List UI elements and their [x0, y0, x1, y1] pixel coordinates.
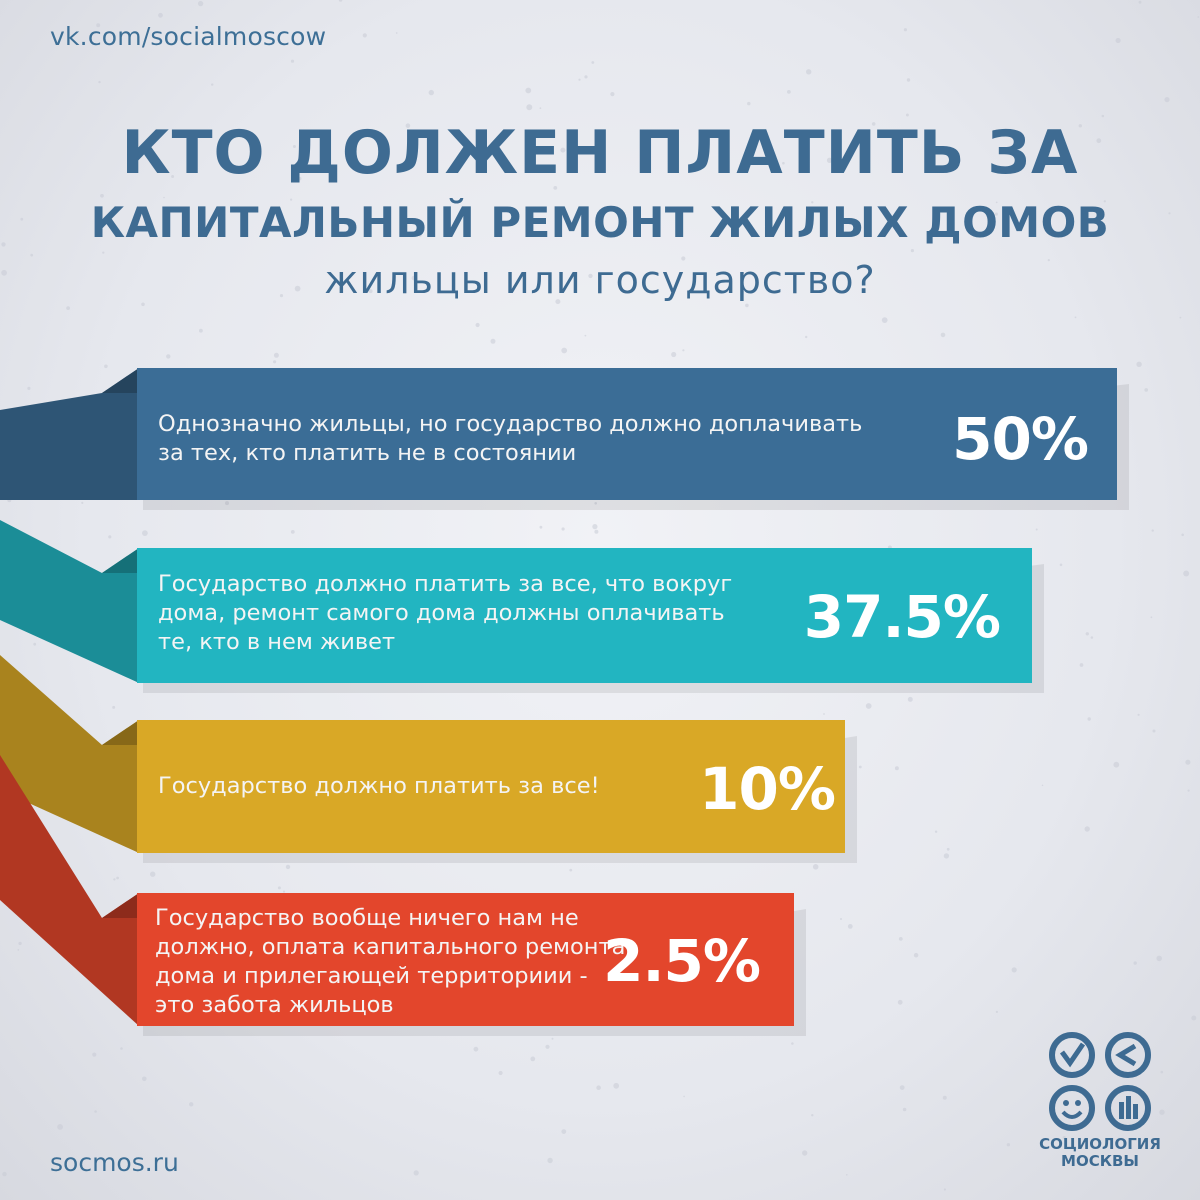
- bar-label-2: Государство должно платить за все, что в…: [158, 570, 732, 657]
- bar-value-1: 50%: [952, 405, 1089, 473]
- bar-2: [137, 548, 1032, 683]
- logo-text-line2: МОСКВЫ: [1061, 1152, 1139, 1170]
- bar-label-4-line-2: должно, оплата капитального ремонта: [155, 934, 626, 960]
- ribbon-fold-icon: [102, 368, 139, 393]
- bar-4: [137, 893, 794, 1026]
- bar-value-3: 10%: [699, 755, 836, 823]
- sociology-logo-icon: [1049, 1032, 1151, 1131]
- bar-3-tail: [0, 655, 139, 853]
- bar-1-tail: [0, 368, 139, 500]
- ribbon-fold-icon: [102, 548, 139, 573]
- page-subtitle: жильцы или государство?: [324, 258, 876, 302]
- bar-label-4: Государство вообще ничего нам не должно,…: [155, 904, 625, 1020]
- bar-label-1: Однозначно жильцы, но государство должно…: [158, 410, 862, 468]
- bar-label-1-line-2: за тех, кто платить не в состоянии: [158, 440, 577, 466]
- bar-4-tail: [0, 755, 139, 1026]
- bar-label-4-line-3: дома и прилегающей территориии -: [155, 963, 588, 989]
- bar-label-2-line-2: дома, ремонт самого дома должны оплачива…: [158, 600, 725, 626]
- bar-label-2-line-3: те, кто в нем живет: [158, 629, 396, 655]
- page-title-line2: КАПИТАЛЬНЫЙ РЕМОНТ ЖИЛЫХ ДОМОВ: [90, 198, 1110, 247]
- page-title-line1: КТО ДОЛЖЕН ПЛАТИТЬ ЗА: [121, 118, 1079, 188]
- bar-label-4-line-1: Государство вообще ничего нам не: [155, 905, 579, 931]
- site-link[interactable]: socmos.ru: [50, 1148, 179, 1177]
- bar-label-3: Государство должно платить за все!: [158, 772, 600, 801]
- bar-label-3-line-1: Государство должно платить за все!: [158, 773, 600, 799]
- bar-label-4-line-4: это забота жильцов: [155, 992, 394, 1018]
- bar-label-1-line-1: Однозначно жильцы, но государство должно…: [158, 411, 863, 437]
- bar-3: [137, 720, 845, 853]
- bar-value-4: 2.5%: [603, 927, 761, 995]
- logo-text-line1: СОЦИОЛОГИЯ: [1039, 1135, 1161, 1153]
- vk-link[interactable]: vk.com/socialmoscow: [50, 22, 327, 51]
- bar-value-2: 37.5%: [803, 583, 1001, 651]
- bar-label-2-line-1: Государство должно платить за все, что в…: [158, 571, 733, 597]
- ribbon-fold-icon: [102, 893, 139, 918]
- bar-2-tail: [0, 520, 139, 683]
- bar-1: [137, 368, 1117, 500]
- ribbon-fold-icon: [102, 720, 139, 745]
